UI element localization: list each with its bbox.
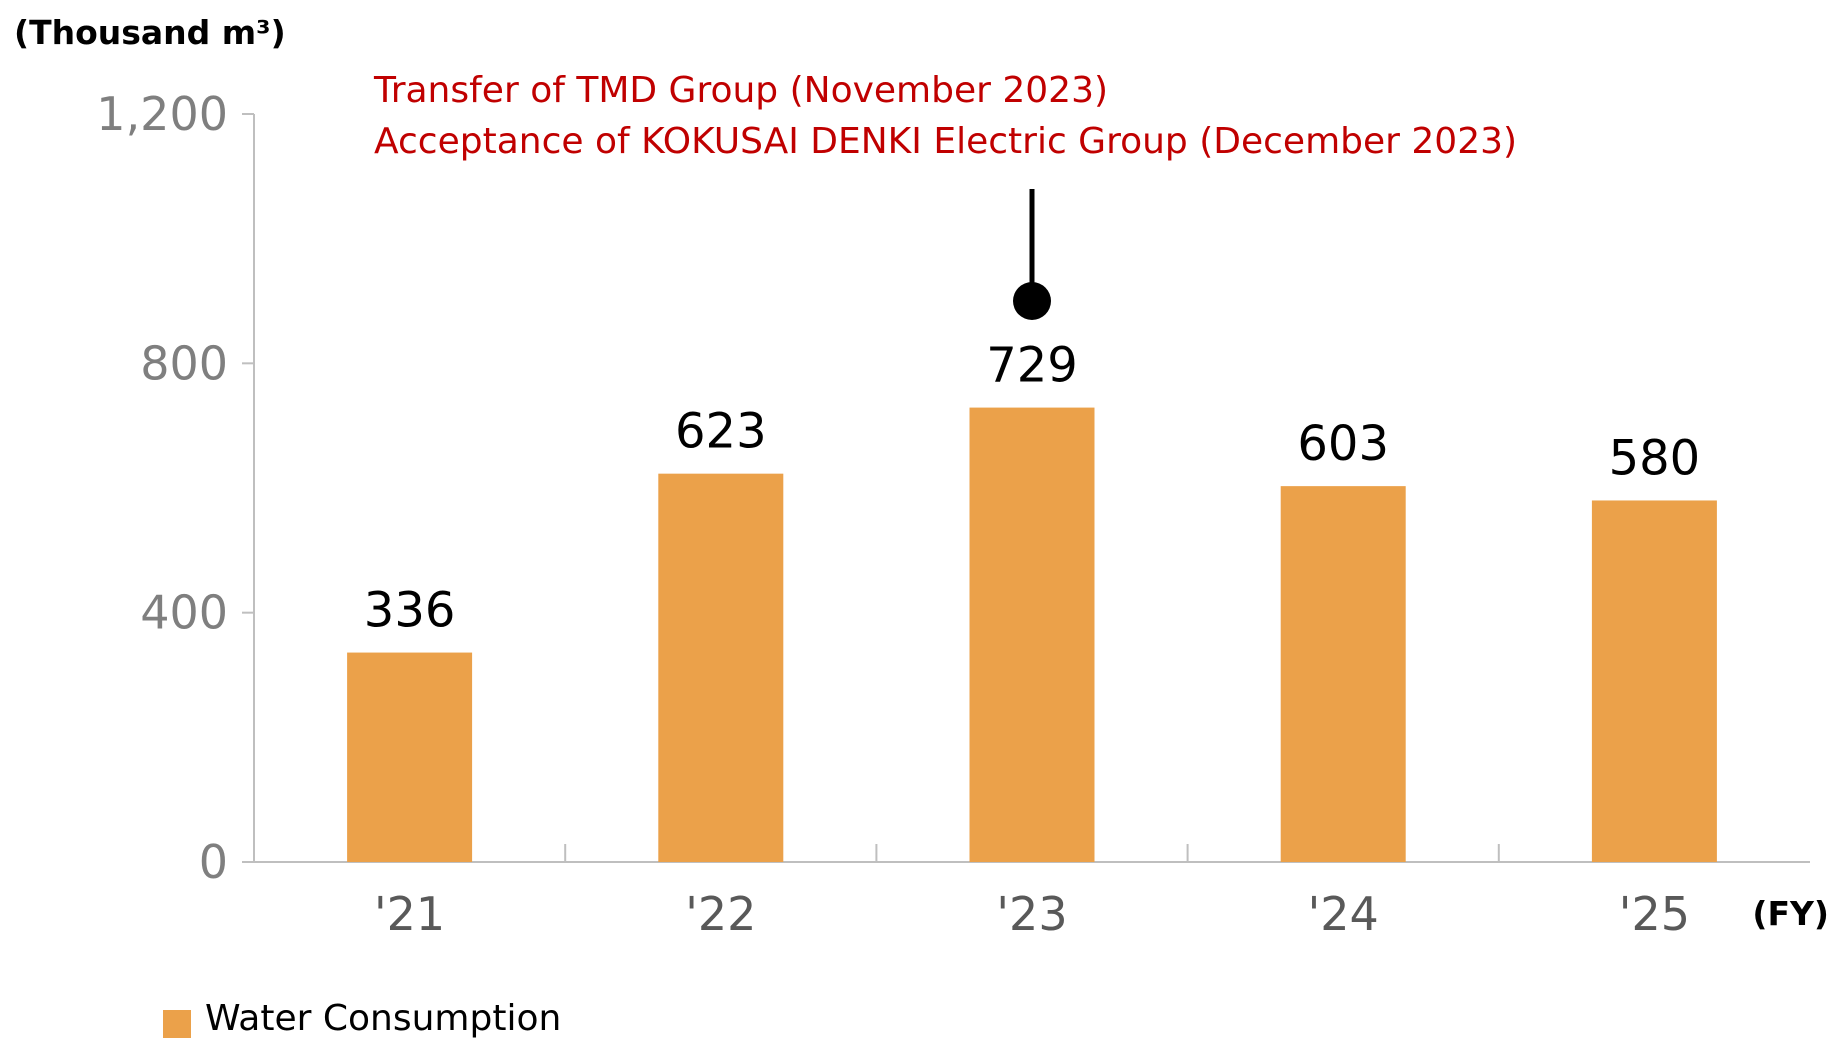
x-tick-label: '23 (996, 887, 1067, 941)
bar-23 (969, 407, 1095, 862)
legend-label-water-consumption: Water Consumption (205, 998, 561, 1039)
value-label: 580 (1609, 430, 1701, 486)
y-tick-label: 800 (140, 336, 228, 390)
bar-24 (1280, 486, 1406, 862)
value-labels: 336 623 729 603 580 (364, 338, 1700, 639)
annotation-line-1: Transfer of TMD Group (November 2023) (373, 70, 1108, 111)
bar-25 (1591, 500, 1717, 862)
x-axis-unit-label: (FY) (1752, 894, 1829, 933)
y-tick-label: 0 (199, 835, 228, 889)
x-tick-label: '25 (1619, 887, 1690, 941)
y-tick-label: 400 (140, 586, 228, 640)
x-tick-label: '24 (1308, 887, 1379, 941)
value-label: 729 (986, 338, 1078, 394)
y-tick-label: 1,200 (96, 87, 228, 141)
bar-21 (347, 652, 473, 862)
annotation-pointer-dot (1013, 282, 1051, 320)
y-axis-unit-label: (Thousand m³) (14, 13, 286, 52)
value-label: 623 (675, 404, 767, 460)
y-axis-ticks: 0 400 800 1,200 (96, 87, 254, 889)
legend-swatch-water-consumption (163, 1010, 191, 1038)
annotation: Transfer of TMD Group (November 2023) Ac… (373, 70, 1517, 320)
value-label: 336 (364, 583, 456, 639)
x-tick-label: '22 (685, 887, 756, 941)
value-label: 603 (1297, 416, 1389, 472)
x-tick-label: '21 (374, 887, 445, 941)
bar-series (347, 407, 1717, 862)
legend: Water Consumption (163, 998, 561, 1039)
annotation-line-2: Acceptance of KOKUSAI DENKI Electric Gro… (374, 121, 1517, 162)
x-axis-ticks: '21 '22 '23 '24 '25 (374, 844, 1690, 941)
bar-22 (658, 473, 784, 862)
